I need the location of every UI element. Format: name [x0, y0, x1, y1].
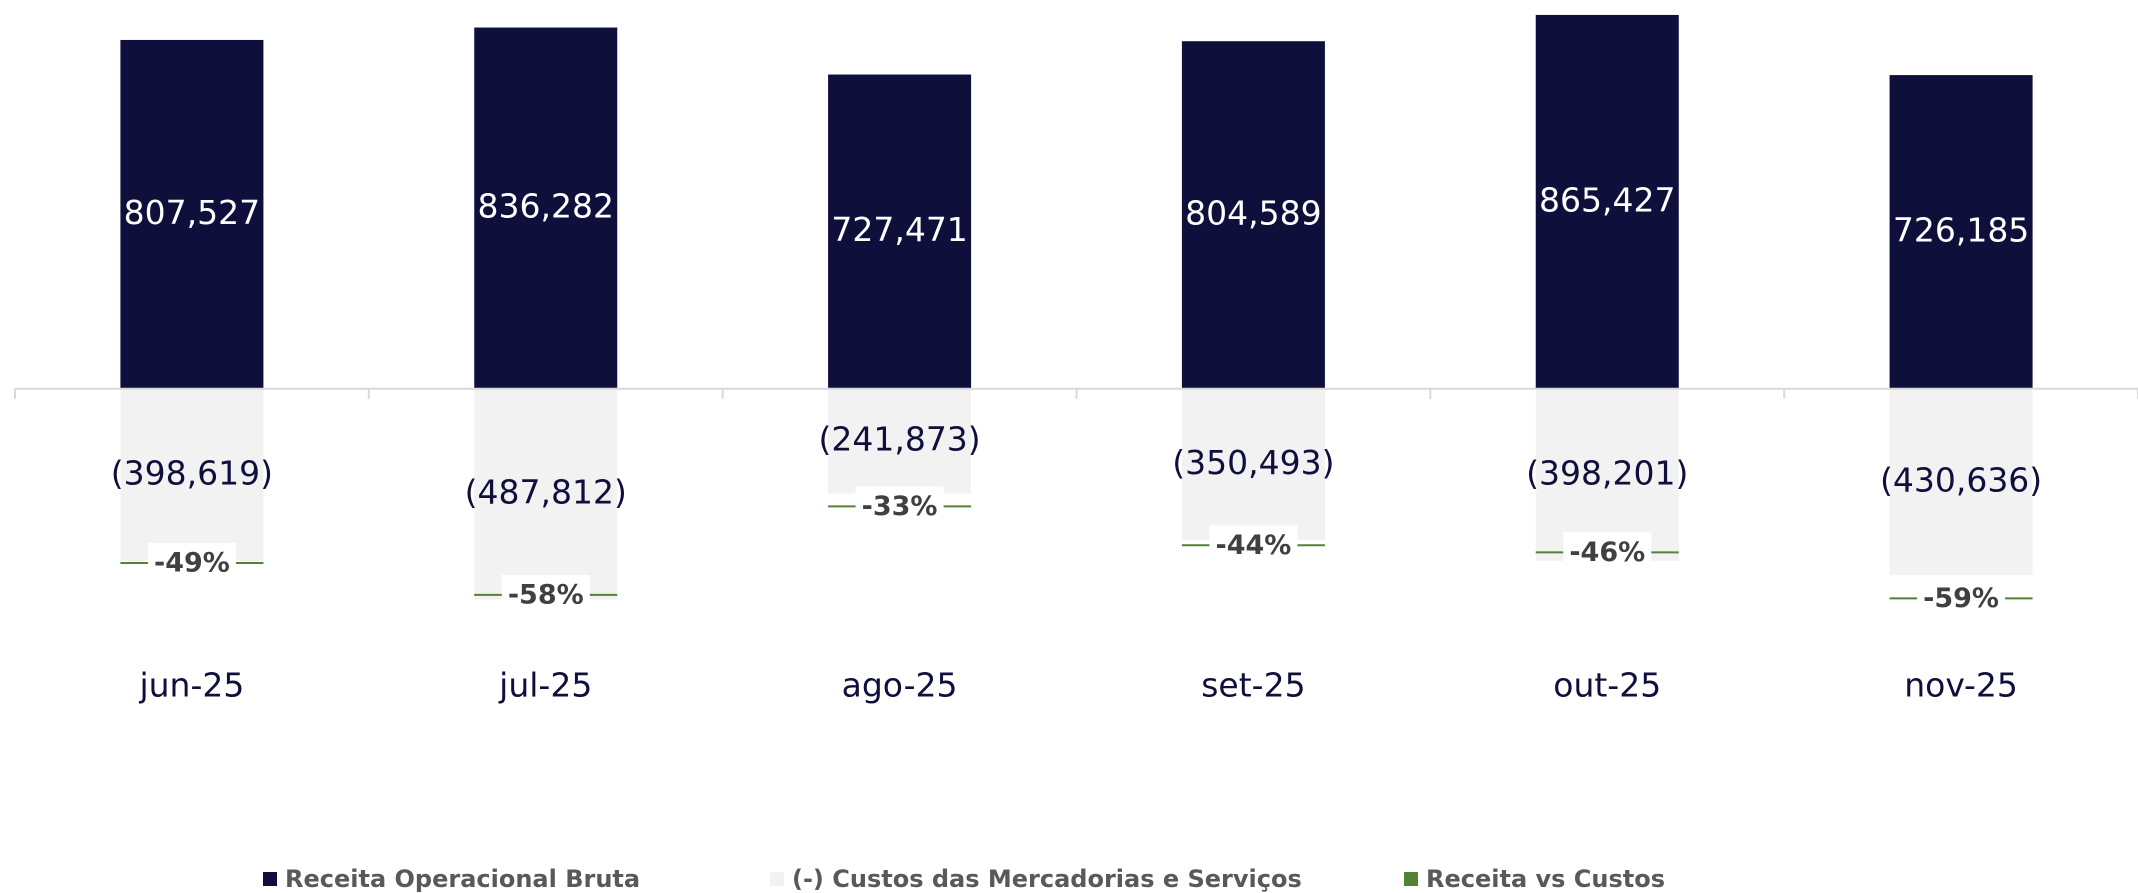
bar — [828, 74, 972, 389]
label-box — [147, 543, 236, 584]
legend-swatch — [263, 872, 277, 886]
data-label: 726,185 — [1893, 210, 2029, 249]
legend-label: Receita Operacional Bruta — [285, 865, 640, 893]
data-label: (487,812) — [465, 473, 627, 512]
legend-item: (-) Custos das Mercadorias e Serviços — [770, 865, 1302, 893]
legend-item: Receita Operacional Bruta — [263, 865, 640, 893]
x-tick-label: jun-25 — [138, 666, 244, 705]
data-label: (430,636) — [1880, 460, 2042, 499]
label-box — [855, 486, 944, 527]
bar — [1181, 41, 1325, 389]
bar — [1181, 388, 1325, 541]
x-tick-label: jul-25 — [498, 666, 592, 705]
data-label: 804,589 — [1185, 194, 1321, 233]
x-tick-label: set-25 — [1201, 666, 1305, 705]
legend-label: Receita vs Custos — [1426, 865, 1665, 893]
data-label: (241,873) — [818, 420, 980, 459]
data-label: -58% — [508, 579, 584, 610]
bar — [1889, 75, 2033, 389]
label-box — [1209, 525, 1298, 566]
legend-swatch — [770, 872, 784, 886]
data-label: (350,493) — [1172, 443, 1334, 482]
data-label: -44% — [1215, 530, 1291, 561]
label-box — [501, 574, 590, 615]
data-label: -59% — [1923, 583, 1999, 614]
data-label: (398,201) — [1526, 453, 1688, 492]
label-box — [1917, 578, 2006, 619]
bar — [1535, 14, 1679, 389]
bar — [120, 388, 264, 562]
data-label: (398,619) — [111, 453, 273, 492]
data-label: -46% — [1569, 537, 1645, 568]
bar — [474, 27, 618, 389]
data-label: 727,471 — [831, 210, 967, 249]
bar — [1889, 388, 2033, 575]
label-box — [1563, 532, 1652, 573]
x-tick-label: ago-25 — [842, 666, 958, 705]
bar — [1535, 388, 1679, 561]
data-label: 807,527 — [124, 193, 260, 232]
bar — [120, 39, 264, 389]
legend-label: (-) Custos das Mercadorias e Serviços — [792, 865, 1302, 893]
legend-item: Receita vs Custos — [1404, 865, 1665, 893]
data-label: -49% — [154, 548, 230, 579]
data-label: -33% — [862, 491, 938, 522]
data-label: 865,427 — [1539, 180, 1675, 219]
x-tick-label: out-25 — [1553, 666, 1661, 705]
x-tick-label: nov-25 — [1904, 666, 2018, 705]
bar — [474, 388, 618, 600]
data-label: 836,282 — [478, 187, 614, 226]
legend-swatch — [1404, 872, 1418, 886]
bar — [828, 388, 972, 494]
